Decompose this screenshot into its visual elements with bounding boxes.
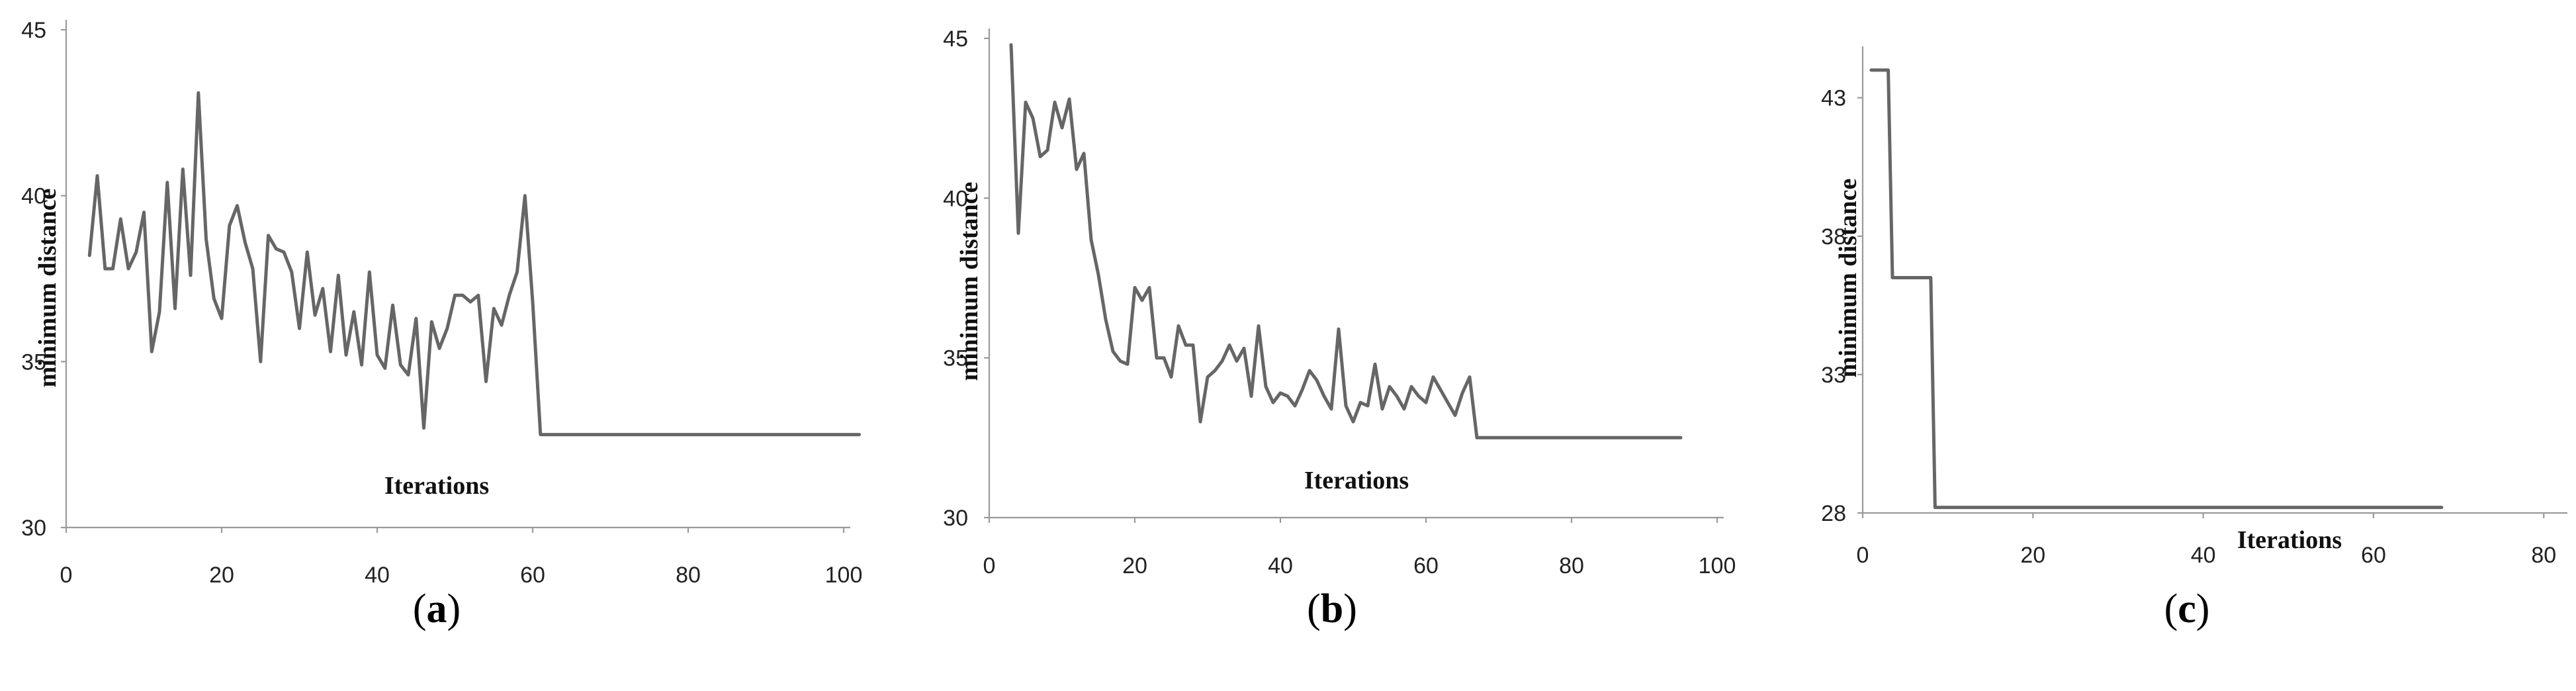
x-tick-label: 60 [520,563,545,588]
x-tick-label: 20 [2020,543,2045,568]
chart-panel-a: 30 35 40 45 0 20 40 60 80 100 Iterations minimum di… [21,18,862,588]
x-tick-label: 40 [365,563,390,588]
x-tick-label: 20 [209,563,234,588]
y-axis-title: minimum distance [1834,179,1862,378]
x-tick-label: 60 [2361,543,2386,568]
y-tick-label: 30 [21,516,46,541]
x-tick-label: 0 [60,563,73,588]
y-tick-label: 35 [21,349,46,375]
x-tick-label: 40 [1268,553,1293,578]
series-line [1009,43,1683,439]
x-axis-title: Iterations [384,472,489,500]
y-axis-title: minimum distance [955,182,983,381]
y-tick-label: 40 [943,186,968,211]
y-tick-label: 45 [21,18,46,43]
y-tick-label: 30 [943,506,968,531]
x-axis-title: Iterations [1304,467,1409,494]
y-tick-label: 33 [1821,363,1846,388]
y-axis-title: minimum distance [34,189,62,388]
x-tick-label: 20 [1122,553,1147,578]
series-line [87,91,861,437]
x-tick-label: 100 [825,563,863,588]
panel-label-c: (c) [2164,586,2210,631]
x-tick-label: 80 [1559,553,1584,578]
panel-label-b: (b) [1307,586,1357,631]
x-tick-label: 60 [1413,553,1439,578]
y-tick-label: 38 [1821,224,1846,250]
x-axis-title: Iterations [2237,526,2342,554]
series-line [1869,68,2444,510]
x-tick-label: 100 [1699,553,1736,578]
chart-panel-b: 30 35 40 45 0 20 40 60 80 100 Iterations minimum di… [943,26,1736,578]
x-tick-label: 0 [983,553,996,578]
x-tick-label: 40 [2191,543,2216,568]
y-tick-label: 45 [943,26,968,52]
y-tick-label: 43 [1821,86,1846,111]
panel-label-a: (a) [413,586,461,631]
y-tick-label: 28 [1821,501,1846,526]
chart-panel-c: 28 33 38 43 0 20 40 60 80 Iterations minimum dista… [1821,46,2567,568]
y-tick-label: 40 [21,184,46,209]
x-tick-label: 80 [2531,543,2556,568]
y-tick-label: 35 [943,346,968,371]
x-tick-label: 0 [1857,543,1869,568]
x-tick-label: 80 [676,563,701,588]
